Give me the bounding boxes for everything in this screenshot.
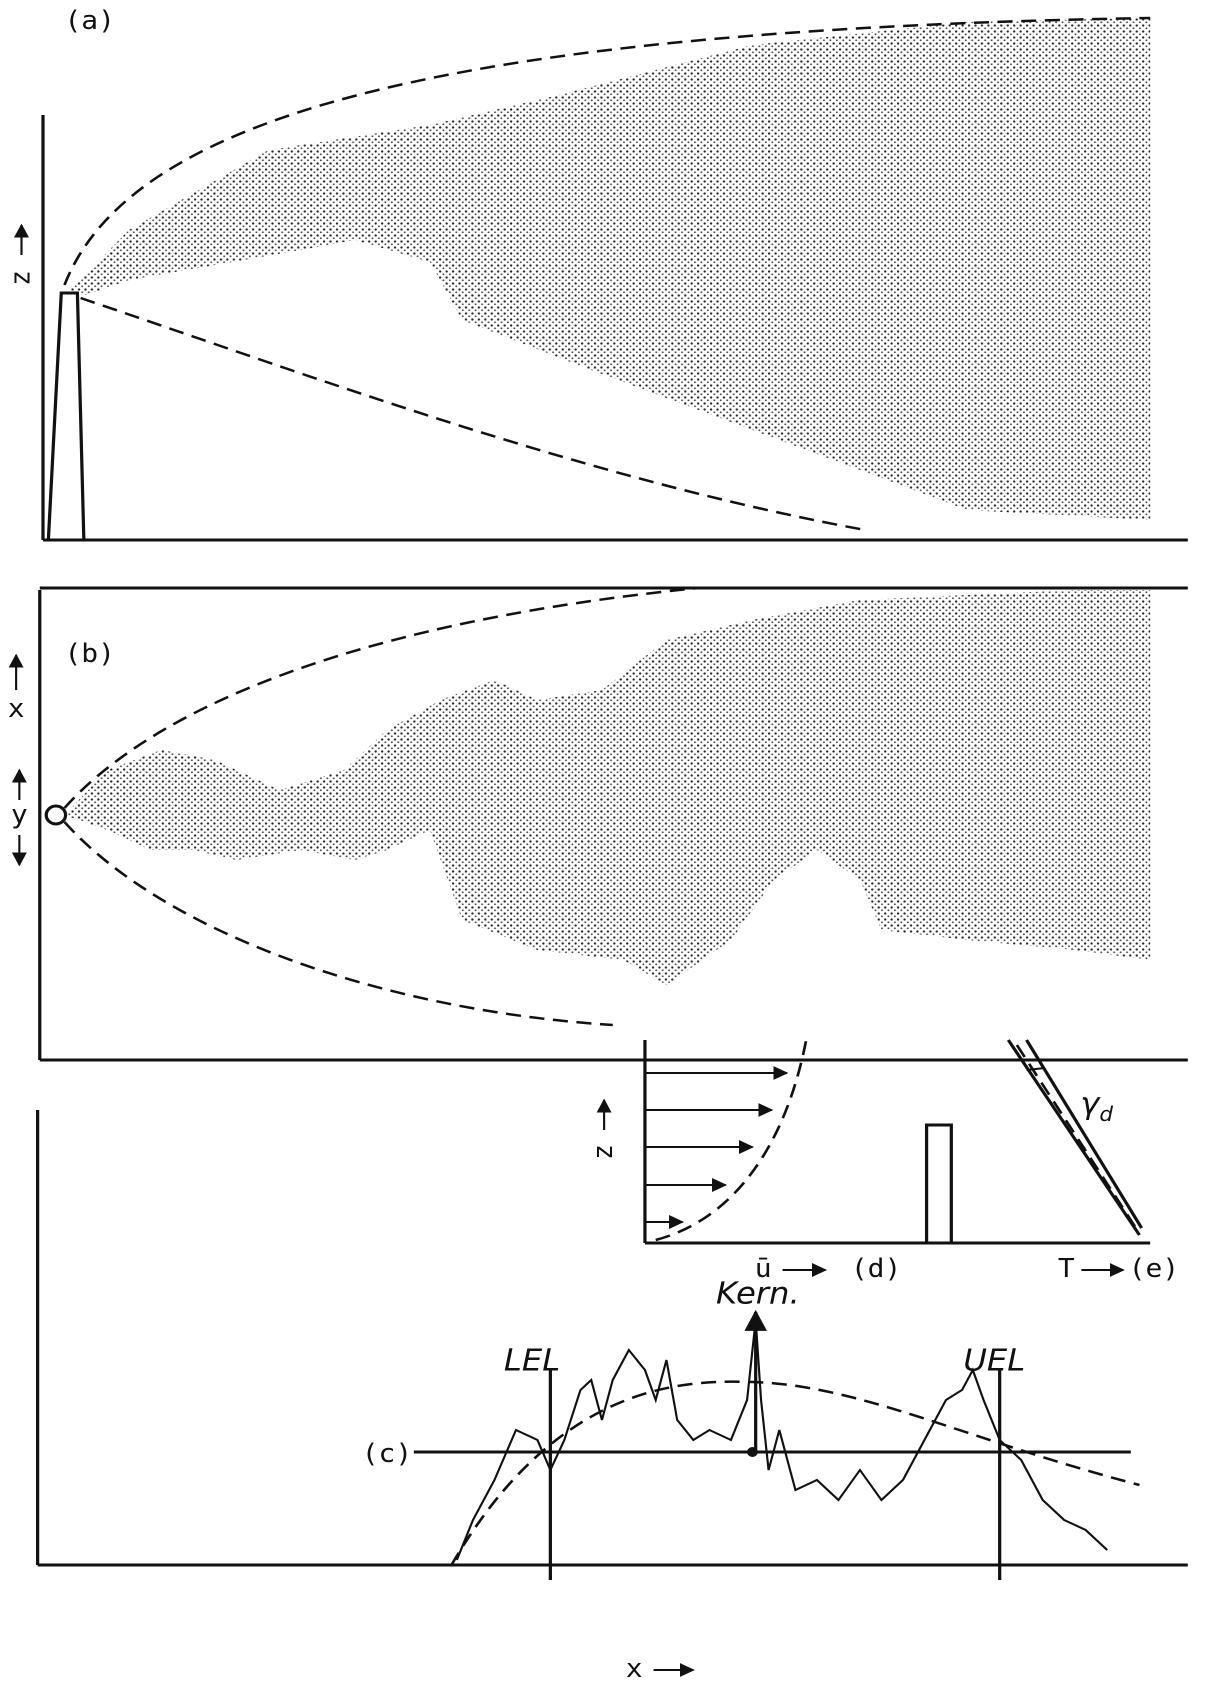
panel-a: (a) z: [4, 6, 1188, 542]
axis-label: x: [626, 1654, 643, 1684]
wind-profile: [655, 1039, 808, 1242]
plume-side: [69, 18, 1151, 520]
axis-label: y: [11, 800, 28, 830]
axis-label: T: [1058, 1254, 1075, 1284]
envelope: [63, 821, 613, 1027]
envelope: [63, 16, 1151, 286]
lapse-line: [1006, 1039, 1141, 1236]
axis-label: x: [8, 694, 25, 724]
subscript: d: [1099, 1102, 1113, 1125]
panel-label: (d): [851, 1254, 901, 1284]
core-point: [747, 1447, 758, 1457]
axis-label: ū: [755, 1254, 772, 1284]
source: [44, 804, 68, 826]
lapse-line: [1025, 1039, 1143, 1229]
panel-label: (e): [1129, 1254, 1179, 1284]
axis-label: z: [587, 1144, 619, 1160]
stack: [924, 1123, 953, 1243]
mean-profile: [450, 1380, 1140, 1566]
adiabat: [1015, 1044, 1139, 1231]
stack: [46, 291, 86, 542]
panel-label: (a): [64, 6, 114, 36]
panel-c: Kern. LEL UEL (c) x x: [8, 653, 1188, 1684]
panel-label: (b): [64, 639, 114, 669]
limit-label: UEL: [963, 1344, 1025, 1379]
panel-label: (c): [362, 1439, 412, 1469]
symbol: γ: [1080, 1087, 1101, 1122]
limit-label: LEL: [504, 1344, 560, 1379]
panel-b: (b) y: [11, 586, 1188, 1062]
axis-label: z: [4, 270, 36, 286]
panel-e: γd T (e): [1006, 1039, 1179, 1284]
tick: [1026, 1067, 1045, 1071]
plume-top: [64, 590, 1151, 985]
panel-d: z ū (d): [587, 1039, 1151, 1284]
lapse-label: γd: [1080, 1087, 1114, 1126]
envelope: [80, 296, 866, 532]
core-label: Kern.: [716, 1277, 800, 1312]
